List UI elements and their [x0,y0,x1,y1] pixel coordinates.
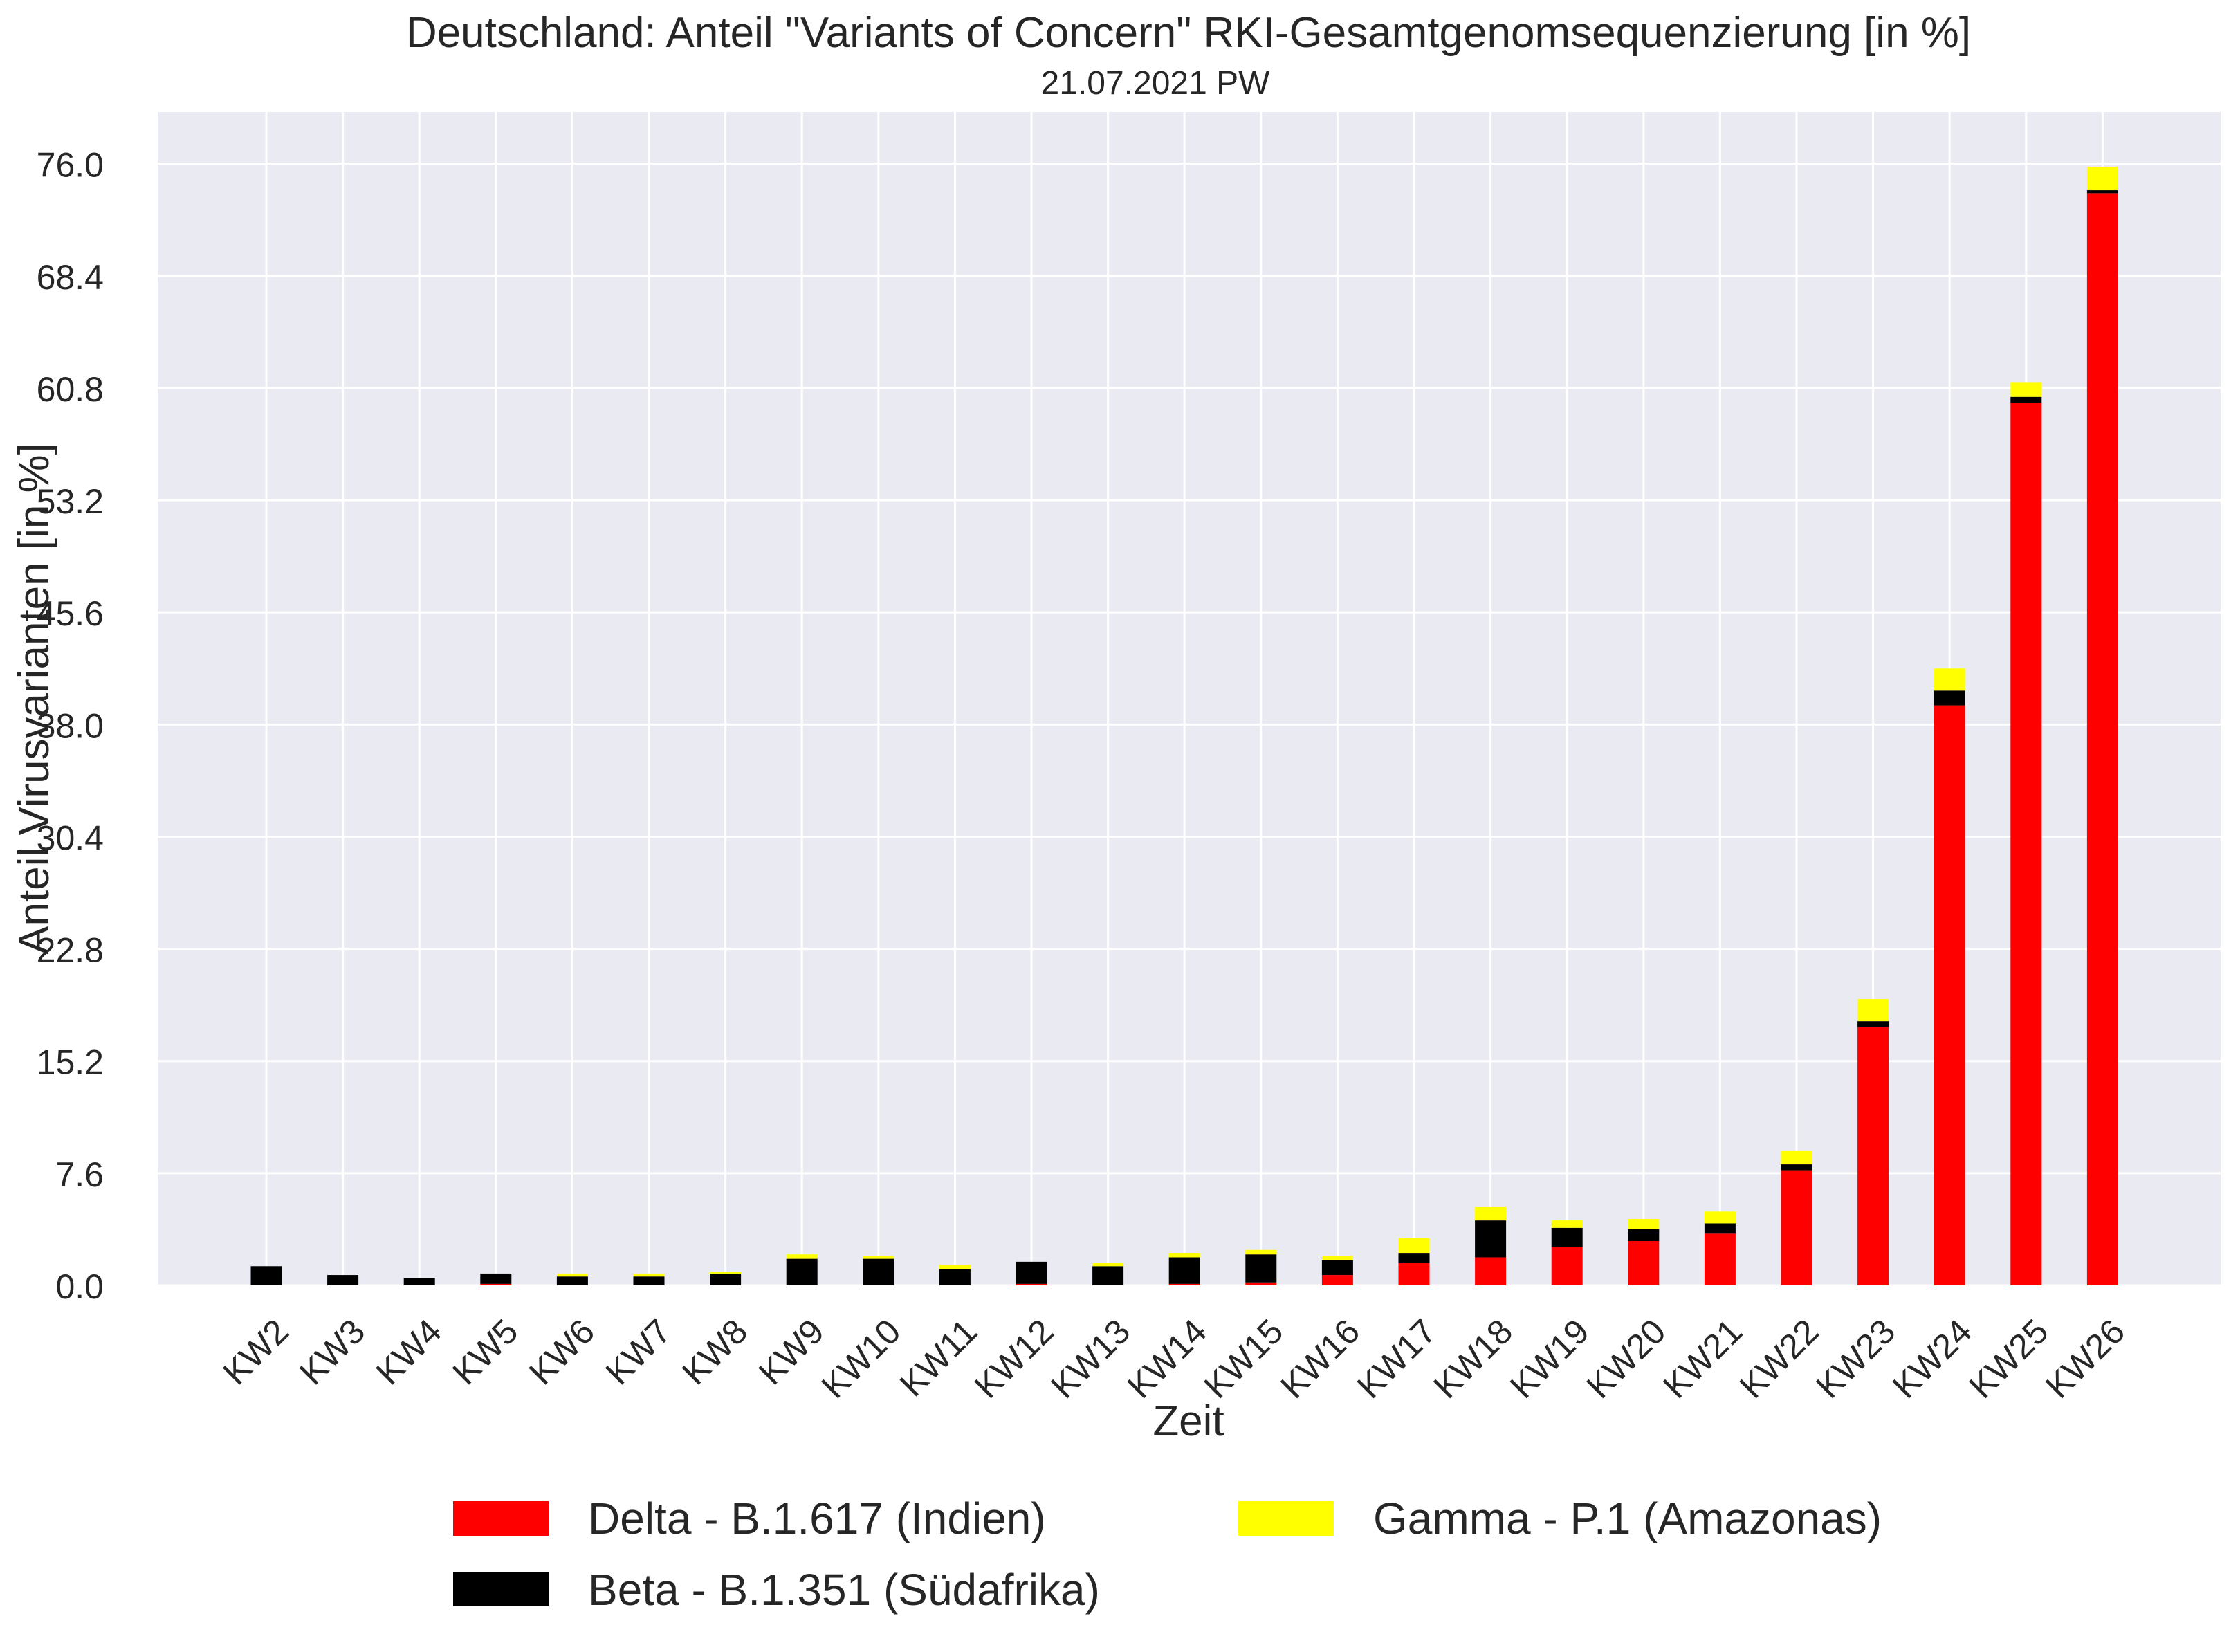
bar-segment-gamma [863,1256,894,1259]
y-tick-label: 60.8 [37,370,104,409]
y-tick-label: 30.4 [37,818,104,857]
bar-segment-beta [710,1273,742,1285]
bar-segment-beta [1934,690,1965,706]
bar-segment-gamma [1092,1263,1124,1267]
bar-segment-delta [1398,1263,1430,1285]
bar-segment-gamma [1168,1253,1200,1258]
bar-segment-beta [1781,1164,1812,1171]
bar-segment-gamma [556,1273,588,1277]
bar-segment-delta [1245,1282,1277,1285]
chart-subtitle: 21.07.2021 PW [1041,65,1271,102]
bar-segment-beta [939,1269,971,1285]
bar-segment-beta [633,1276,665,1285]
bar-segment-delta [1016,1283,1047,1285]
legend-swatch-delta [453,1501,549,1536]
chart-title: Deutschland: Anteil "Variants of Concern… [406,9,1971,57]
y-tick-label: 76.0 [37,146,104,185]
bar-segment-gamma [2086,166,2118,191]
y-axis-label: Anteil Virusvarianten [in %] [10,443,58,955]
bar-segment-gamma [1934,668,1965,691]
bar-segment-beta [1398,1253,1430,1263]
bar-segment-gamma [1321,1256,1353,1260]
bar-segment-delta [2010,403,2042,1286]
bar-segment-beta [786,1258,818,1285]
bar-segment-delta [1321,1275,1353,1285]
bar-segment-delta [2086,193,2118,1285]
legend-label-gamma: Gamma - P.1 (Amazonas) [1373,1494,1882,1543]
y-tick-label: 15.2 [37,1043,104,1082]
bar-segment-beta [1168,1257,1200,1284]
bar-segment-delta [1168,1283,1200,1285]
bar-segment-gamma [1628,1219,1660,1229]
bar-segment-beta [250,1266,282,1285]
y-tick-label: 38.0 [37,706,104,745]
bar-segment-beta [863,1258,894,1285]
bar-segment-gamma [1551,1220,1583,1228]
legend-swatch-gamma [1238,1501,1334,1536]
bar-segment-beta [1092,1266,1124,1285]
bar-segment-delta [1781,1170,1812,1285]
bar-segment-beta [1016,1261,1047,1284]
bar-segment-beta [403,1278,435,1285]
bar-segment-gamma [1245,1249,1277,1255]
legend-label-delta: Delta - B.1.617 (Indien) [588,1494,1046,1543]
bar-segment-beta [1857,1021,1889,1027]
bar-segment-gamma [786,1254,818,1259]
bar-segment-gamma [1857,999,1889,1022]
bar-segment-gamma [1781,1150,1812,1165]
y-tick-label: 53.2 [37,482,104,521]
bar-segment-beta [2010,396,2042,403]
bar-segment-delta [1934,705,1965,1285]
y-tick-label: 45.6 [37,594,104,633]
bar-segment-beta [480,1273,512,1284]
plot-area [158,112,2221,1285]
bar-segment-beta [1245,1254,1277,1283]
bar-segment-gamma [1704,1211,1736,1224]
y-tick-label: 7.6 [55,1155,104,1194]
bar-segment-delta [1857,1027,1889,1285]
bar-segment-beta [327,1275,359,1285]
bar-segment-gamma [633,1273,665,1277]
bar-segment-beta [1704,1223,1736,1234]
y-tick-label: 0.0 [55,1267,104,1306]
bars [250,166,2118,1286]
bar-segment-gamma [710,1272,742,1274]
legend-label-beta: Beta - B.1.351 (Südafrika) [588,1565,1100,1615]
bar-segment-beta [1628,1229,1660,1241]
bar-segment-gamma [1398,1238,1430,1254]
bar-segment-gamma [1475,1206,1507,1221]
bar-segment-gamma [2010,382,2042,397]
bar-segment-delta [1551,1247,1583,1285]
bar-segment-delta [480,1283,512,1285]
legend: Delta - B.1.617 (Indien) Beta - B.1.351 … [453,1494,1882,1615]
y-tick-labels: 0.0 7.6 15.2 22.8 30.4 38.0 45.6 53.2 60.8 68.4 76… [37,146,104,1306]
legend-swatch-beta [453,1572,549,1606]
bar-segment-gamma [939,1265,971,1269]
bar-segment-beta [1551,1227,1583,1247]
bar-segment-delta [1704,1233,1736,1285]
y-tick-label: 68.4 [37,258,104,297]
y-tick-label: 22.8 [37,931,104,970]
bar-segment-beta [1321,1260,1353,1276]
bar-segment-delta [1475,1257,1507,1285]
bar-segment-beta [556,1276,588,1285]
bar-segment-beta [2086,190,2118,194]
bar-segment-beta [1475,1220,1507,1258]
x-axis-label: Zeit [1153,1397,1224,1445]
bar-segment-delta [1628,1241,1660,1285]
